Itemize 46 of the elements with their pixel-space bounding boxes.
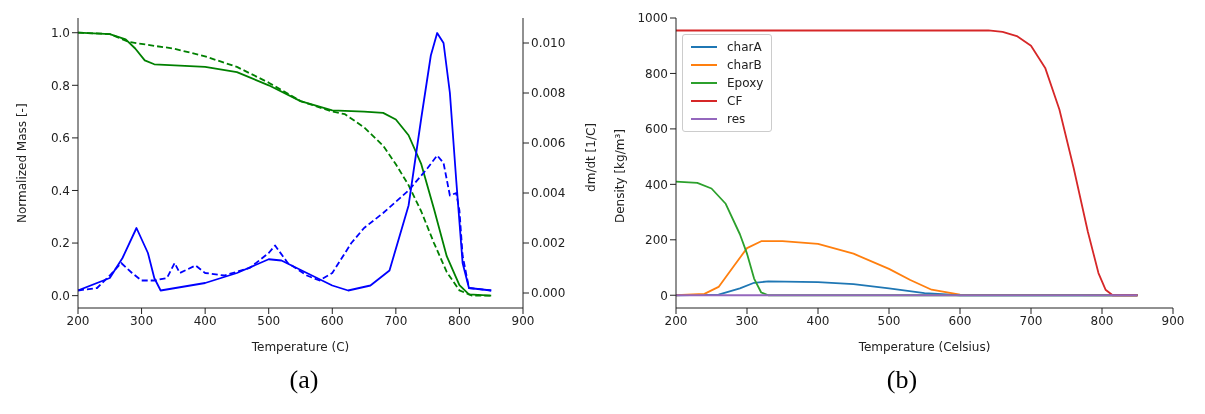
- text: (a): [288, 365, 320, 395]
- y-tick-label: 800: [645, 66, 668, 81]
- y-tick-label: 400: [645, 177, 668, 192]
- y-tick-label: 0.4: [50, 183, 70, 198]
- x-tick-label: 400: [806, 313, 830, 328]
- y-axis-title: Density [kg/m³]: [613, 129, 628, 223]
- x-tick-label: 700: [1019, 313, 1043, 328]
- y2-tick-label: 0.004: [531, 186, 566, 201]
- x-tick-label: 800: [447, 313, 471, 328]
- y2-tick-label: 0.006: [531, 136, 566, 151]
- y-tick-label: 0.2: [50, 236, 70, 251]
- y-tick-label: 1.0: [50, 25, 70, 40]
- legend-label: charA: [727, 39, 762, 56]
- x-tick-label: 200: [664, 313, 688, 328]
- y-tick-label: 1000: [637, 11, 668, 26]
- x-axis-title: Temperature (Celsius): [857, 340, 991, 354]
- y-tick-label: 200: [645, 233, 668, 248]
- y2-tick-label: 0.002: [531, 236, 566, 251]
- x-tick-label: 700: [384, 313, 408, 328]
- x-tick-label: 200: [66, 313, 90, 328]
- y2-tick-label: 0.000: [531, 286, 566, 301]
- x-tick-label: 500: [257, 313, 281, 328]
- y-tick-label: 600: [645, 122, 668, 137]
- x-tick-label: 300: [735, 313, 759, 328]
- x-tick-label: 600: [948, 313, 972, 328]
- legend-label: Epoxy: [727, 75, 764, 92]
- text: (b): [885, 365, 919, 395]
- x-tick-label: 900: [511, 313, 535, 328]
- x-tick-label: 800: [1090, 313, 1114, 328]
- x-tick-label: 500: [877, 313, 901, 328]
- y2-axis-title: dm/dt [1/C]: [584, 123, 599, 192]
- y2-tick-label: 0.010: [531, 36, 566, 51]
- legend-label: charB: [727, 57, 762, 74]
- y-tick-label: 0.8: [50, 78, 70, 93]
- y-tick-label: 0: [660, 288, 668, 303]
- x-tick-label: 600: [320, 313, 344, 328]
- legend-label: CF: [727, 93, 743, 110]
- y-tick-label: 0.6: [50, 131, 70, 146]
- y2-tick-label: 0.008: [531, 86, 566, 101]
- y-tick-label: 0.0: [50, 288, 70, 303]
- x-tick-label: 300: [130, 313, 154, 328]
- x-axis-title: Temperature (C): [250, 340, 350, 354]
- x-tick-label: 900: [1161, 313, 1185, 328]
- legend-label: res: [727, 111, 746, 128]
- y-axis-title: Normalized Mass [-]: [15, 103, 30, 223]
- x-tick-label: 400: [193, 313, 217, 328]
